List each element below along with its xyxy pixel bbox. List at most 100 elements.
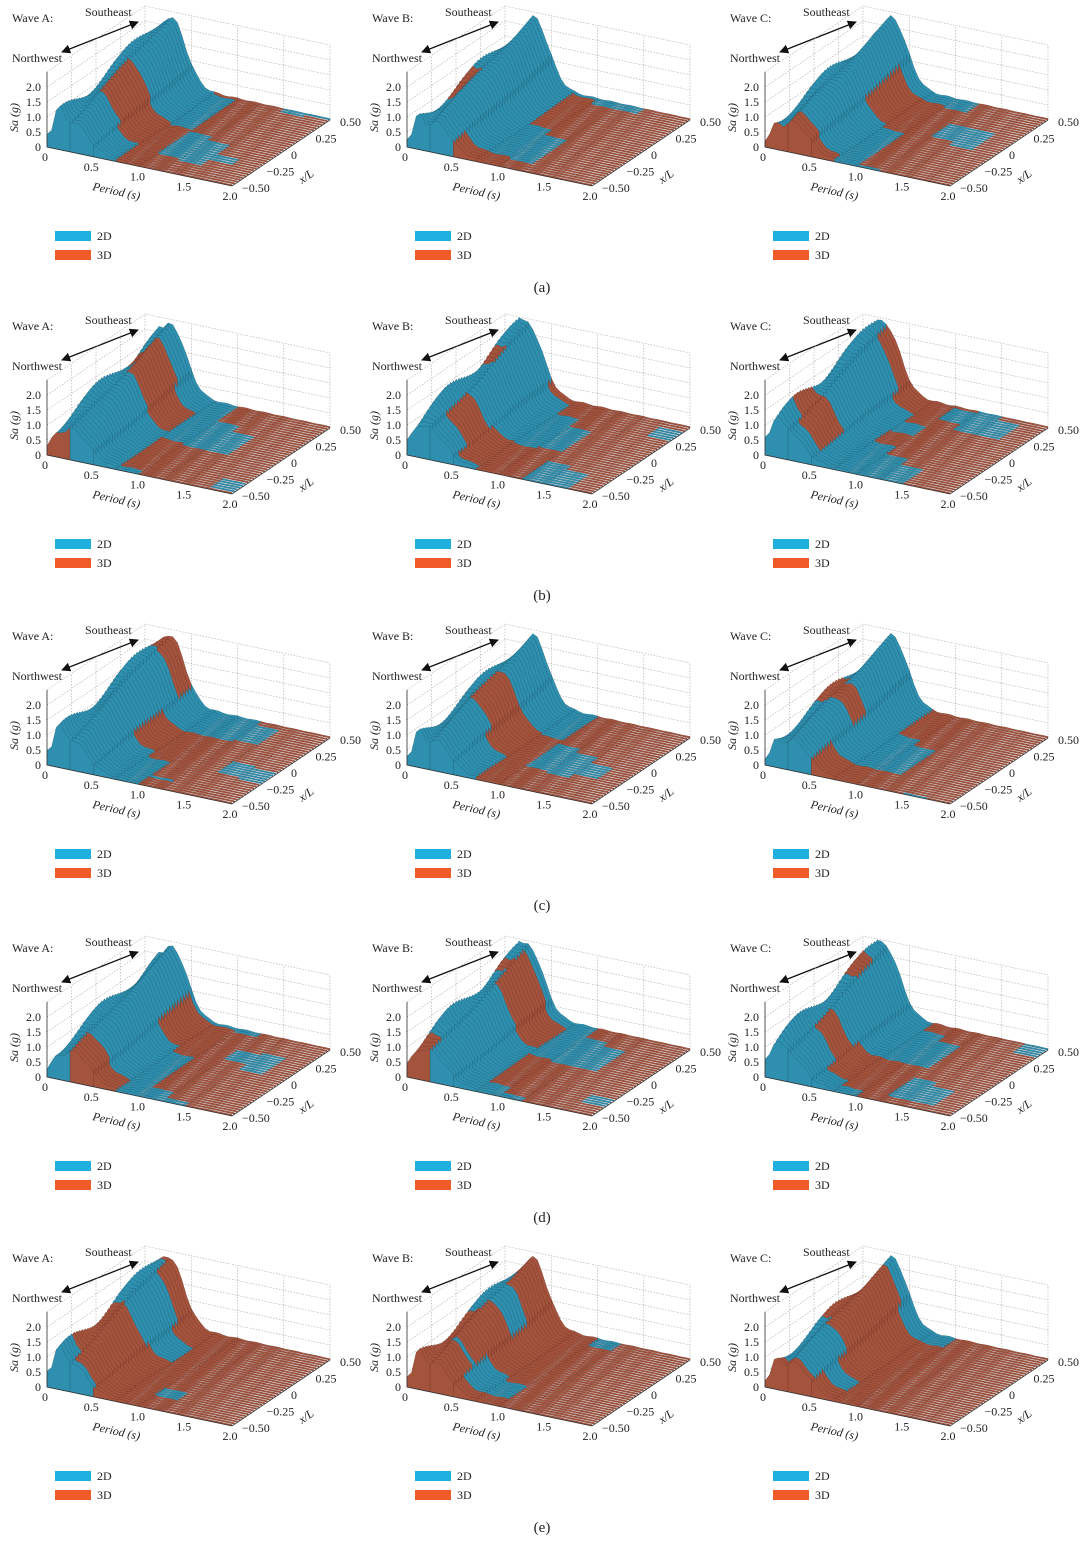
period-tick-label: 2.0 [223,189,238,203]
period-tick-label: 1.5 [894,487,909,501]
depth-tick-label: −0.50 [602,1421,630,1435]
period-tick-label: 2.0 [223,1429,238,1443]
legend-swatch [773,1180,809,1190]
z-tick-label: 0.5 [744,433,759,447]
period-tick-label: 1.0 [490,170,505,184]
period-tick-label: 0.5 [444,160,459,174]
z-axis-label: Sa (g) [725,1033,739,1062]
depth-tick-label: 0.50 [700,733,721,747]
surface-plot: Wave B:SoutheastNorthwest2.01.51.00.5000… [367,313,721,570]
legend-swatch [415,1471,451,1481]
z-tick-label: 2.0 [26,80,41,94]
z-tick-label: 1.0 [26,728,41,742]
direction-label: Northwest [12,359,63,373]
depth-tick-label: −0.25 [627,1405,655,1419]
z-tick-label: 1.5 [744,713,759,727]
z-tick-label: 0.5 [386,1055,401,1069]
surface-plot: Wave B:SoutheastNorthwest2.01.51.00.5000… [367,1245,721,1502]
legend-label: 3D [457,1488,472,1502]
direction-label: Southeast [85,313,132,327]
legend-label: 2D [815,847,830,861]
depth-tick-label: −0.50 [242,181,270,195]
z-axis-label: Sa (g) [725,103,739,132]
legend-label: 3D [97,556,112,570]
z-tick-label: 2.0 [386,1320,401,1334]
direction-label: Southeast [445,5,492,19]
depth-tick-label: −0.25 [985,473,1013,487]
surface-plot: Wave B:SoutheastNorthwest2.01.51.00.5000… [367,935,721,1192]
depth-tick-label: 0.25 [1034,1062,1055,1076]
period-tick-label: 1.5 [536,1419,551,1433]
direction-arrow [780,1262,856,1292]
z-axis-label: Sa (g) [7,1343,21,1372]
depth-tick-label: −0.25 [985,165,1013,179]
depth-tick-label: 0.25 [676,1062,697,1076]
period-tick-label: 2.0 [941,497,956,511]
legend-swatch [415,231,451,241]
surface-plot: Wave C:SoutheastNorthwest2.01.51.00.5000… [725,313,1079,570]
period-tick-label: 1.5 [894,1109,909,1123]
z-tick-label: 1.5 [26,713,41,727]
z-tick-label: 0.5 [26,1055,41,1069]
figure: Wave A:SoutheastNorthwest2.01.51.00.5000… [0,0,1084,1552]
surface-strip [47,428,70,460]
legend-swatch [55,1161,91,1171]
depth-tick-label: 0.25 [316,750,337,764]
period-tick-label: 0 [402,458,408,472]
z-axis-label: Sa (g) [7,103,21,132]
legend-label: 3D [457,248,472,262]
wave-label: Wave A: [12,11,53,25]
depth-tick-label: 0.50 [340,733,361,747]
period-tick-label: 2.0 [583,189,598,203]
direction-label: Northwest [12,669,63,683]
depth-tick-label: −0.50 [602,799,630,813]
depth-tick-label: 0.25 [316,132,337,146]
z-tick-label: 0.5 [386,1365,401,1379]
legend-label: 2D [97,537,112,551]
period-tick-label: 0.5 [84,1090,99,1104]
legend-label: 2D [815,229,830,243]
legend-swatch [55,250,91,260]
period-tick-label: 0 [760,768,766,782]
panel-caption: (c) [534,898,551,914]
depth-tick-label: 0 [1009,1078,1015,1092]
legend-label: 3D [97,1178,112,1192]
period-tick-label: 1.5 [894,179,909,193]
depth-tick-label: 0.25 [676,1372,697,1386]
legend-label: 3D [97,248,112,262]
depth-axis-label: x/L [295,1406,317,1427]
panel-caption: (a) [534,280,551,296]
wave-label: Wave A: [12,319,53,333]
depth-tick-label: −0.25 [267,1095,295,1109]
direction-arrow [62,952,138,982]
period-tick-label: 0 [42,1390,48,1404]
z-tick-label: 1.0 [386,110,401,124]
direction-label: Southeast [445,313,492,327]
z-tick-label: 1.0 [386,728,401,742]
direction-label: Southeast [85,5,132,19]
z-axis-label: Sa (g) [725,411,739,440]
period-tick-label: 2.0 [583,1119,598,1133]
direction-arrow [780,640,856,670]
depth-tick-label: −0.50 [602,1111,630,1125]
z-tick-label: 2.0 [744,1010,759,1024]
period-tick-label: 0 [42,150,48,164]
z-tick-label: 1.5 [744,1025,759,1039]
depth-tick-label: 0.50 [340,1355,361,1369]
surface-plot: Wave C:SoutheastNorthwest2.01.51.00.5000… [725,623,1079,880]
depth-tick-label: −0.25 [267,165,295,179]
z-tick-label: 2.0 [386,80,401,94]
period-tick-label: 0 [42,458,48,472]
z-tick-label: 0 [35,1380,41,1394]
direction-label: Northwest [12,1291,63,1305]
legend-label: 2D [457,1469,472,1483]
z-tick-label: 1.5 [386,403,401,417]
wave-label: Wave B: [372,319,413,333]
direction-label: Southeast [85,623,132,637]
z-tick-label: 0 [753,1070,759,1084]
z-tick-label: 1.0 [744,418,759,432]
depth-tick-label: 0 [291,1078,297,1092]
panel-caption: (b) [533,588,551,604]
depth-tick-label: 0.50 [1058,1045,1079,1059]
legend-label: 2D [815,1159,830,1173]
